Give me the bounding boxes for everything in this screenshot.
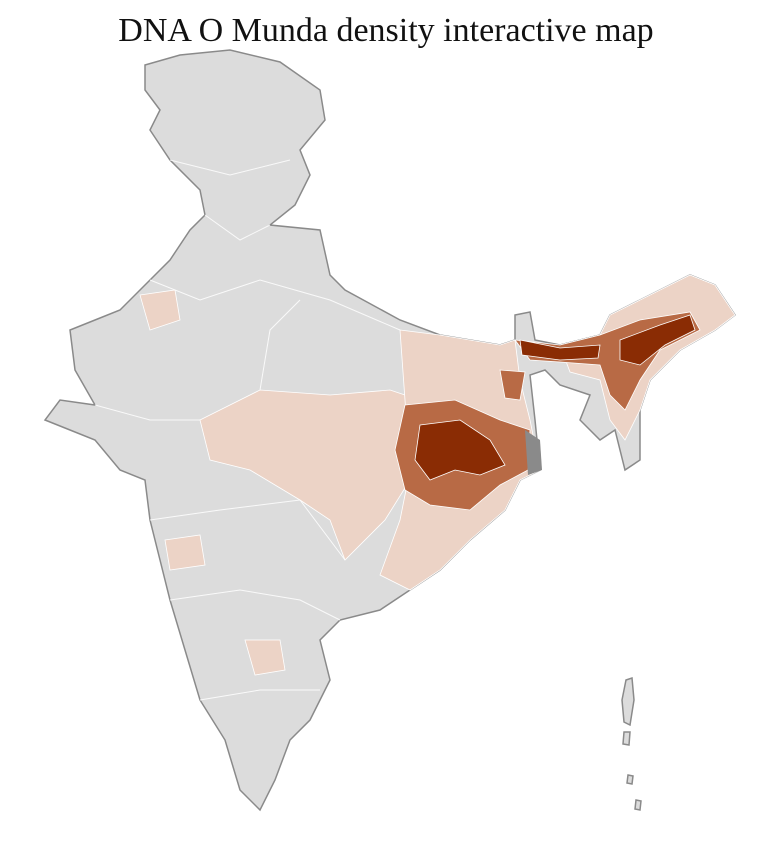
islands xyxy=(621,676,642,811)
region-bengal-strip xyxy=(499,369,526,401)
region-central xyxy=(199,389,421,561)
district-lines xyxy=(94,159,401,701)
region-south-spot xyxy=(244,639,286,676)
region-dooars xyxy=(519,339,601,361)
boundary xyxy=(149,499,346,561)
region-upper-assam xyxy=(619,314,696,366)
region-ranchi xyxy=(414,419,506,481)
nicobar xyxy=(626,774,634,785)
andaman-south xyxy=(622,731,631,746)
andaman xyxy=(621,676,635,727)
region-deccan-spot xyxy=(164,534,206,571)
boundary xyxy=(169,589,341,621)
density-high xyxy=(414,314,696,481)
boundary xyxy=(94,404,200,421)
boundary xyxy=(169,159,291,176)
boundary xyxy=(149,279,401,331)
nicobar-south xyxy=(634,799,642,811)
boundary xyxy=(199,689,320,701)
boundary xyxy=(204,214,271,241)
bangladesh-edge xyxy=(525,430,542,475)
map-title: DNA O Munda density interactive map xyxy=(118,12,654,49)
region-west-spot xyxy=(139,289,181,331)
boundary xyxy=(259,299,301,391)
